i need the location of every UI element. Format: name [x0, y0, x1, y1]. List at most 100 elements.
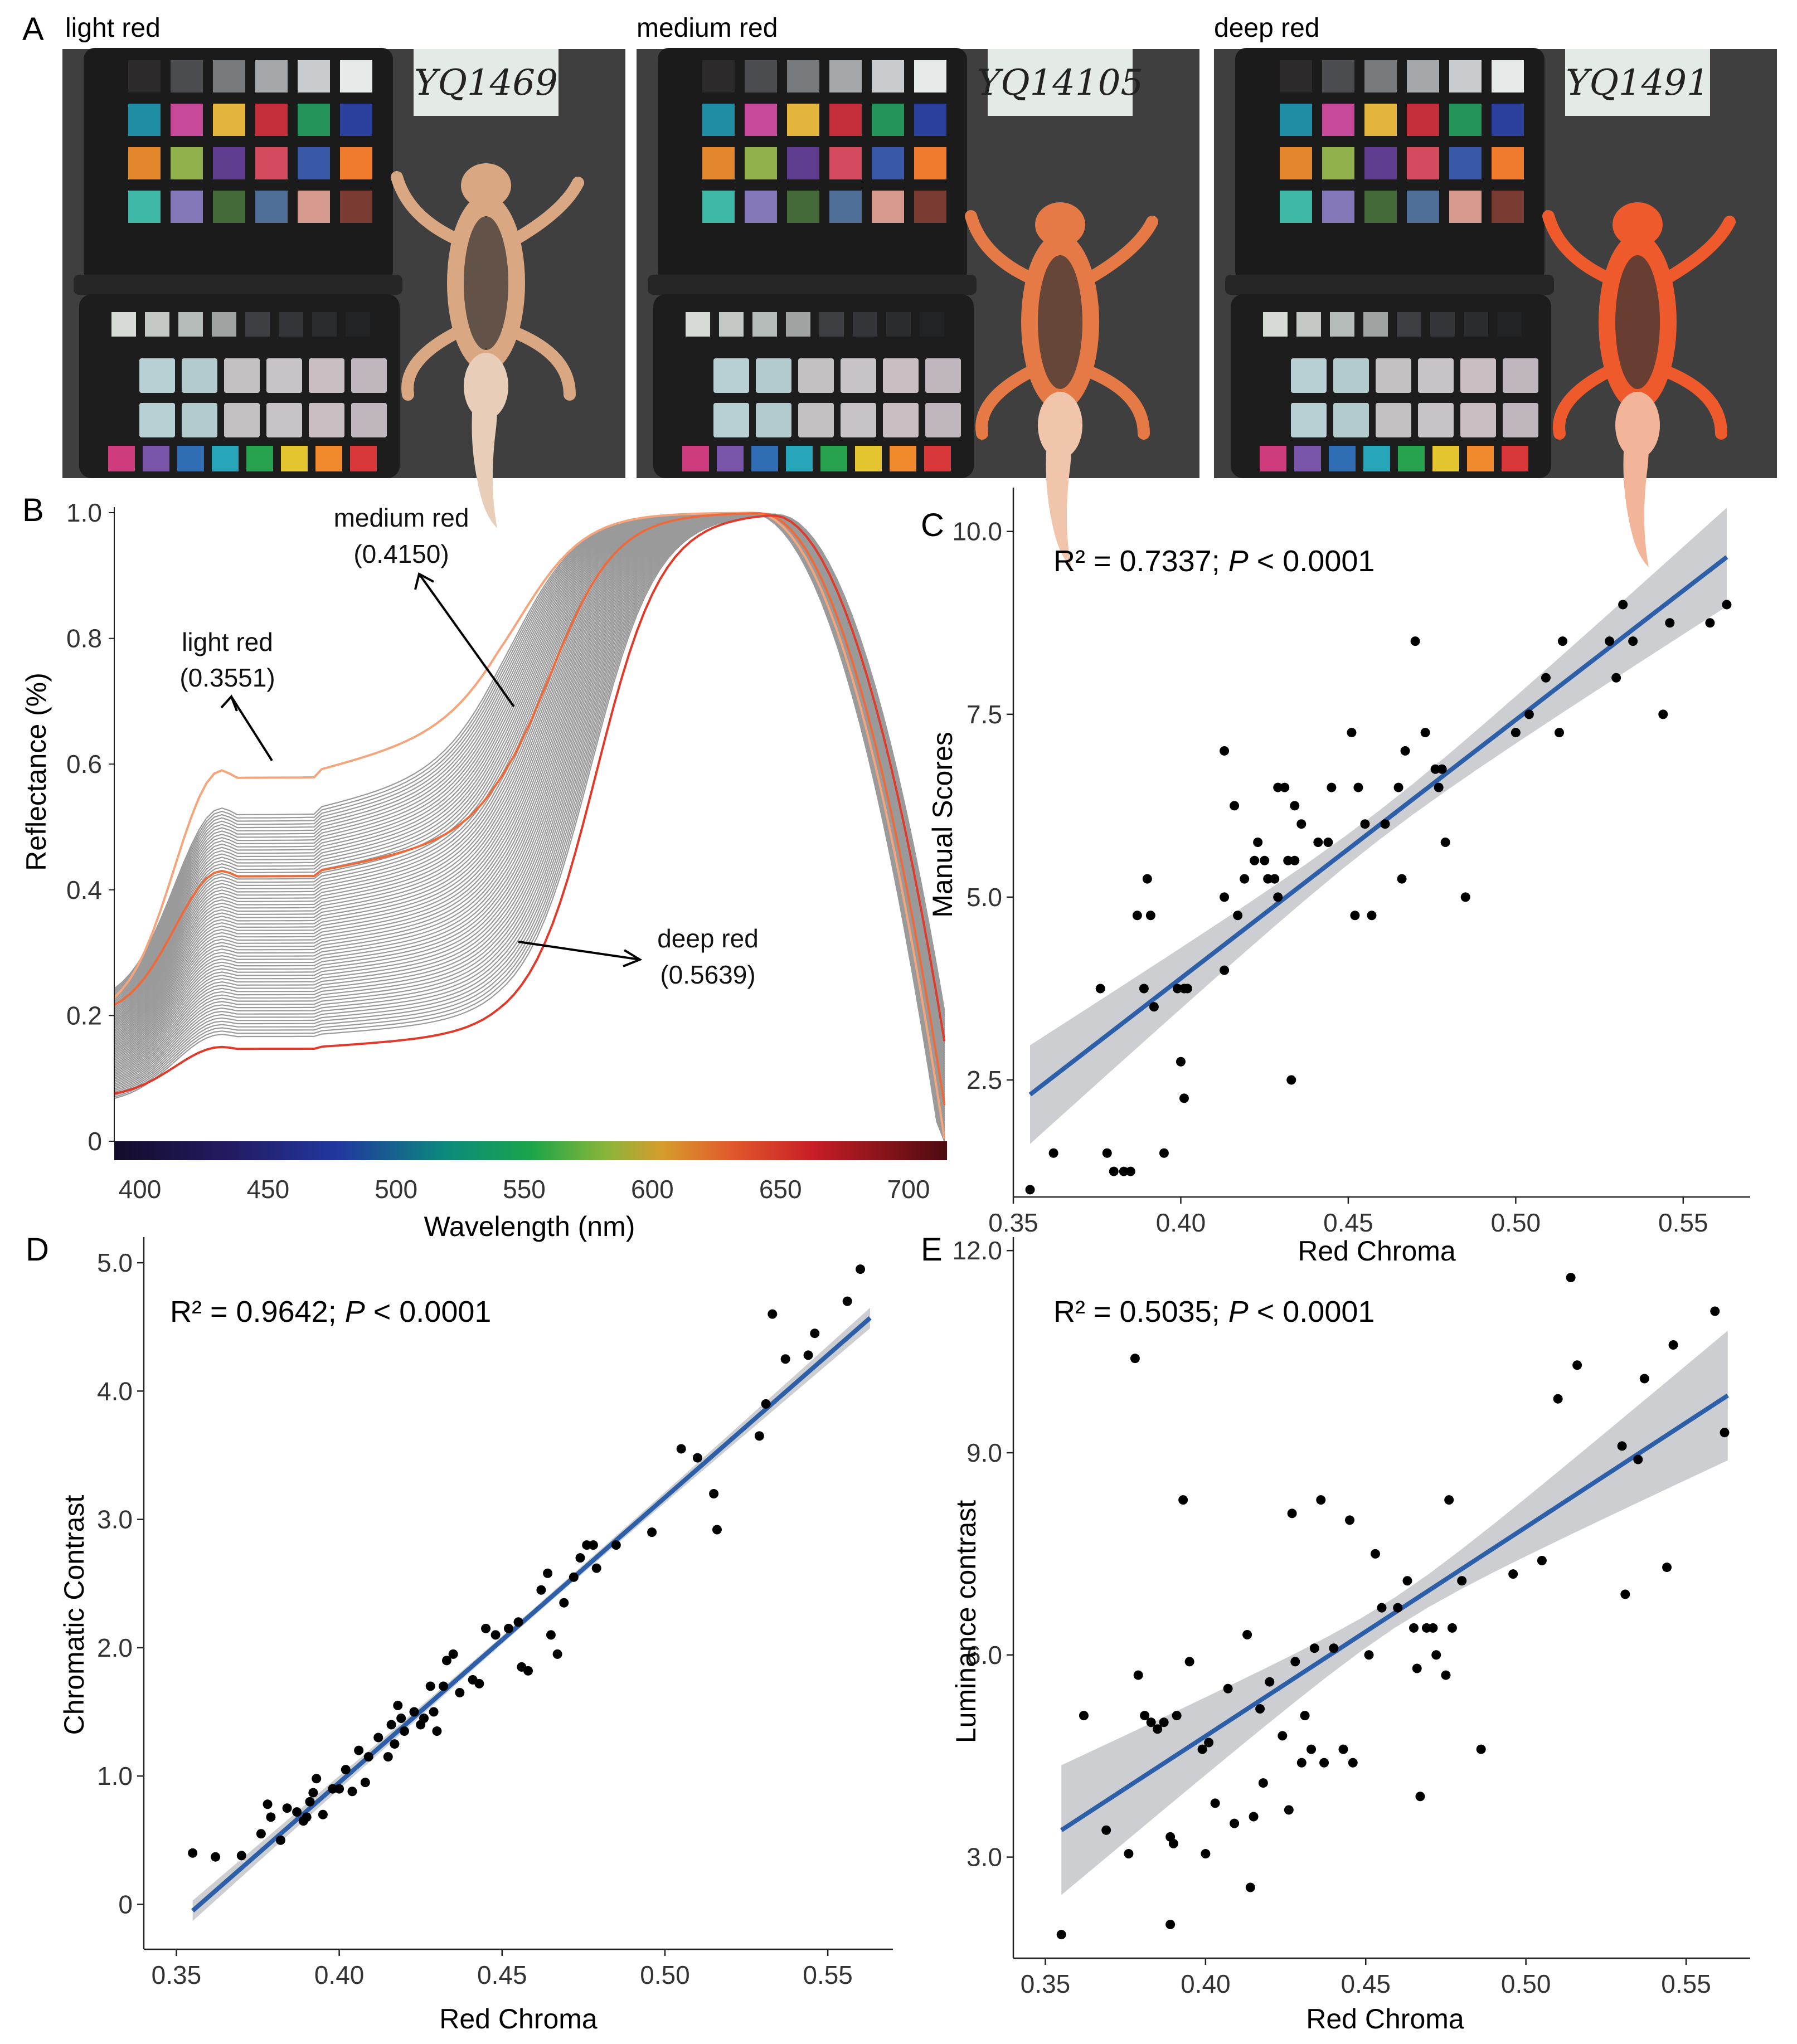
checker-color-swatch	[1467, 446, 1494, 471]
d-x-axis-label: Red Chroma	[439, 2003, 598, 2035]
checker-swatch	[702, 191, 735, 223]
c-data-point	[1434, 782, 1444, 792]
d-data-point	[543, 1568, 553, 1578]
e-data-point	[1296, 1758, 1307, 1768]
c-data-point	[1025, 1185, 1035, 1195]
e-data-point	[1338, 1744, 1348, 1754]
checker-swatch	[829, 60, 862, 93]
c-data-point	[1313, 838, 1323, 847]
checker-gray-swatch	[178, 312, 203, 337]
checker-swatch	[702, 147, 735, 179]
d-y-axis-label: Chromatic Contrast	[59, 1495, 90, 1735]
d-x-tick-label: 0.55	[803, 1960, 853, 1989]
e-data-point	[1153, 1724, 1163, 1734]
checker-swatch	[255, 60, 288, 93]
d-data-point	[490, 1630, 501, 1640]
c-data-point	[1142, 874, 1152, 884]
c-data-point	[1420, 728, 1430, 738]
checker-swatch	[340, 147, 372, 179]
annotation-medium-red-arrowhead	[414, 572, 434, 590]
b-highlight-line	[114, 514, 946, 1095]
e-x-tick-label: 0.45	[1341, 1969, 1391, 1998]
checker-gray-swatch	[145, 312, 169, 337]
d-y-tick-label: 2.0	[97, 1633, 133, 1662]
d-data-point	[761, 1399, 771, 1409]
checker-color-swatch	[350, 446, 377, 471]
c-data-point	[1353, 782, 1363, 792]
lizard-specimen	[965, 202, 1158, 567]
e-y-tick-label: 12.0	[952, 1236, 1002, 1265]
d-data-point	[611, 1540, 621, 1550]
d-data-point	[856, 1264, 866, 1274]
e-data-point	[1457, 1576, 1467, 1586]
e-data-point	[1444, 1495, 1454, 1505]
b-x-tick-label: 600	[631, 1175, 674, 1204]
checker-swatch	[787, 191, 819, 223]
checker-swatch	[787, 104, 819, 136]
panel-a-photos: A light red YQ1469 medium red YQ14105 deep r…	[22, 11, 1777, 567]
e-data-point	[1140, 1711, 1150, 1721]
c-data-point	[1722, 600, 1732, 610]
checker-color-swatch	[1363, 446, 1390, 471]
e-data-point	[1184, 1657, 1194, 1667]
checker-pale-swatch	[1418, 358, 1454, 393]
d-data-point	[474, 1678, 484, 1688]
checker-gray-swatch	[752, 312, 777, 337]
checker-swatch	[1280, 60, 1312, 93]
checker-swatch	[745, 147, 777, 179]
checker-pale-swatch	[798, 403, 834, 437]
checker-gray-swatch	[719, 312, 744, 337]
d-y-tick-label: 4.0	[97, 1376, 133, 1405]
e-data-point	[1242, 1630, 1252, 1640]
e-data-point	[1258, 1778, 1268, 1788]
d-data-point	[582, 1540, 592, 1550]
checker-swatch	[255, 104, 288, 136]
c-data-point	[1290, 855, 1300, 865]
e-data-point	[1130, 1354, 1140, 1364]
checker-swatch	[171, 60, 203, 93]
c-data-point	[1290, 801, 1300, 811]
panel-letter-c: C	[921, 507, 944, 543]
c-data-point	[1233, 911, 1243, 921]
lizard-head	[1035, 202, 1085, 247]
c-data-point	[1119, 1166, 1129, 1176]
annotation-medium-red-label: medium red	[334, 503, 469, 532]
e-y-tick-label: 6.0	[967, 1641, 1002, 1670]
d-data-point	[523, 1666, 533, 1676]
d-x-tick-label: 0.40	[314, 1960, 365, 1989]
c-data-point	[1220, 746, 1230, 756]
b-y-tick-label: 0.8	[66, 624, 102, 653]
specimen-tag	[414, 49, 558, 116]
d-data-point	[399, 1726, 409, 1736]
panel-letter-a: A	[22, 11, 44, 47]
panel-e-luminance-contrast-chart: E 0.35 0.40 0.45 0.50 0.55 3.0 6.0 9.0 12.0 R² =…	[921, 1232, 1750, 2035]
checker-swatch	[171, 104, 203, 136]
d-data-point	[383, 1752, 393, 1762]
checker-gray-swatch	[853, 312, 877, 337]
e-data-point	[1168, 1838, 1178, 1848]
checker-swatch	[128, 147, 161, 179]
annotation-light-red-value: (0.3551)	[179, 663, 275, 692]
d-data-point	[448, 1649, 458, 1659]
c-x-tick-label: 0.50	[1491, 1208, 1541, 1237]
checker-gray-swatch	[111, 312, 136, 337]
c-data-point	[1263, 874, 1273, 884]
c-data-point	[1250, 855, 1260, 865]
checker-swatch	[745, 60, 777, 93]
b-x-tick-label: 700	[887, 1175, 930, 1204]
checker-color-swatch	[1432, 446, 1459, 471]
c-plot: 0.35 0.40 0.45 0.50 0.55 2.5 5.0 7.5 10.0	[952, 488, 1750, 1237]
c-data-point	[1628, 636, 1638, 646]
checker-swatch	[745, 104, 777, 136]
d-data-point	[305, 1797, 315, 1807]
checker-color-swatch	[786, 446, 813, 471]
d-data-point	[536, 1585, 546, 1595]
c-data-point	[1541, 673, 1551, 683]
checker-swatch	[213, 104, 245, 136]
checker-pale-swatch	[925, 358, 961, 393]
d-data-point	[390, 1739, 400, 1749]
d-data-point	[712, 1525, 722, 1535]
c-fit-line	[1028, 555, 1728, 1097]
checker-swatch	[872, 191, 904, 223]
checker-swatch	[787, 147, 819, 179]
